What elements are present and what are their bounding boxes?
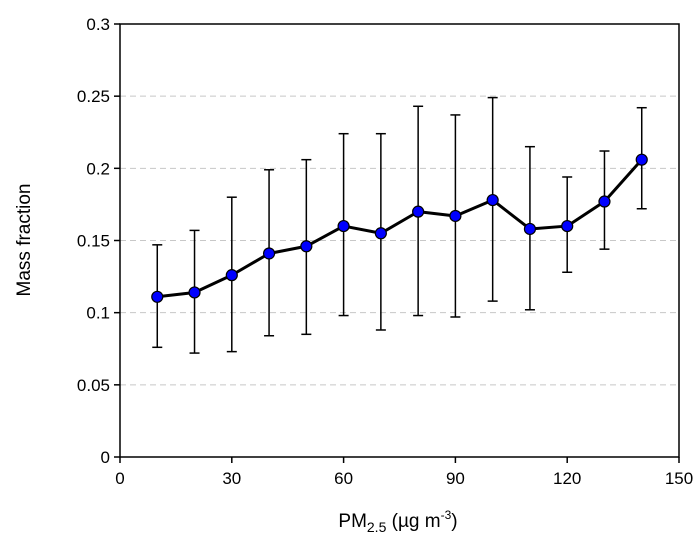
data-line [157, 158, 643, 299]
y-tick-label: 0.25 [77, 87, 110, 106]
data-markers [151, 153, 648, 303]
y-axis-label: Mass fraction [14, 184, 35, 297]
data-point [523, 222, 537, 236]
data-point [412, 205, 425, 218]
data-point [188, 286, 201, 299]
x-axis-label: PM2.5 (µg m-3) [338, 508, 457, 535]
data-point [449, 209, 462, 223]
x-tick-label: 120 [553, 469, 581, 488]
data-point [635, 153, 648, 166]
tick-labels: 0 0.05 0.1 0.15 0.2 0.25 0.3 0 30 60 90 120 150 [77, 15, 693, 488]
x-axis-label-unit: (µg m [386, 511, 440, 532]
data-point [225, 269, 238, 282]
data-point [262, 247, 276, 260]
x-tick-label: 0 [115, 469, 124, 488]
x-axis-label-subscript: 2.5 [367, 519, 387, 535]
data-point [337, 219, 350, 233]
data-point [374, 227, 387, 240]
data-point [486, 193, 499, 207]
x-tick-label: 150 [665, 469, 693, 488]
y-tick-label: 0 [101, 448, 110, 467]
data-point [598, 195, 611, 208]
x-tick-label: 30 [222, 469, 241, 488]
x-tick-label: 60 [334, 469, 353, 488]
grid-lines [120, 23, 679, 386]
x-tick-label: 90 [446, 469, 465, 488]
y-tick-label: 0.2 [86, 159, 110, 178]
y-tick-label: 0.15 [77, 232, 110, 251]
data-point [151, 290, 164, 303]
x-axis-label-main: PM [338, 511, 367, 532]
y-tick-label: 0.05 [77, 376, 110, 395]
data-point [300, 240, 313, 253]
x-axis-label-unit-close: ) [451, 511, 457, 532]
y-tick-label: 0.1 [86, 304, 110, 323]
x-axis-label-superscript: -3 [441, 508, 452, 522]
axes [114, 23, 680, 463]
data-point [561, 219, 574, 233]
series-line [157, 158, 643, 299]
y-tick-label: 0.3 [86, 15, 110, 34]
